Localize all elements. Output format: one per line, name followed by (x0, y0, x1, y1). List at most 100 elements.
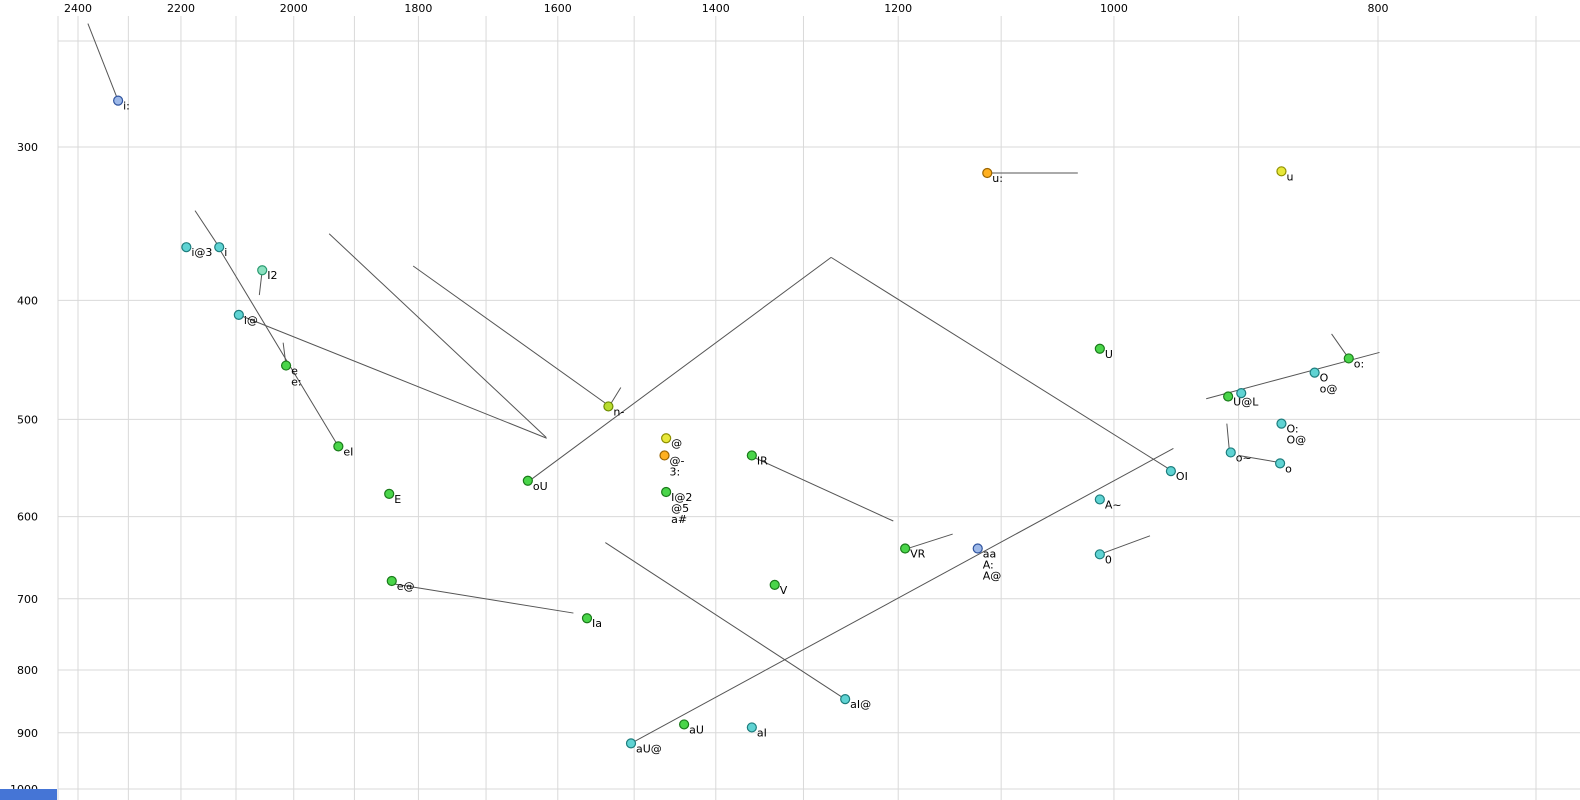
vowel-label: oU (533, 480, 548, 493)
trajectory-line (87, 23, 119, 101)
vowel-label: a# (671, 513, 687, 526)
vowel-point (603, 401, 614, 412)
vowel-point (1094, 494, 1105, 505)
y-tick-label: 300 (17, 141, 38, 154)
vowel-label: o~ (1236, 451, 1252, 464)
corner-marker (0, 789, 57, 800)
vowel-label: I@2 (671, 491, 692, 504)
vowel-point (257, 265, 268, 276)
trajectory-line (328, 233, 547, 438)
vowel-label: u: (992, 172, 1003, 185)
vowel-label: o: (1354, 357, 1364, 370)
vowel-label: V (780, 584, 788, 597)
vowel-label: e: (291, 376, 301, 389)
trajectory-line (218, 248, 339, 447)
vowel-point (659, 450, 670, 461)
vowel-label: i: (123, 100, 130, 113)
vowel-point (113, 95, 124, 106)
vowel-label: U (1105, 348, 1113, 361)
vowel-point (982, 167, 993, 179)
y-tick-label: 900 (17, 727, 38, 740)
vowel-label: @5 (671, 502, 689, 515)
vowel-point (840, 694, 851, 705)
vowel-point (181, 242, 192, 253)
x-tick-label: 1600 (544, 2, 572, 15)
vowel-label: o@ (1320, 383, 1338, 396)
vowel-label: e (291, 365, 298, 378)
vowel-label: eI (343, 445, 353, 458)
vowel-point (769, 579, 780, 590)
x-tick-label: 1400 (702, 2, 730, 15)
vowel-point (1223, 391, 1234, 402)
vowel-point (746, 722, 757, 733)
vowel-label: @- (670, 454, 685, 467)
vowel-point (1225, 447, 1236, 458)
vowel-label: A~ (1105, 498, 1122, 511)
y-tick-label: 500 (17, 413, 38, 426)
vowel-point (972, 543, 983, 554)
vowel-label: IR (757, 454, 768, 467)
vowel-label: n- (613, 405, 624, 418)
x-tick-label: 2400 (64, 2, 92, 15)
vowel-label: u (1286, 170, 1293, 183)
y-tick-label: 400 (17, 294, 38, 307)
vowel-point (384, 488, 395, 499)
trajectory-line (1238, 454, 1279, 463)
vowel-label: aI (757, 726, 767, 739)
vowel-point (661, 486, 672, 498)
vowel-label: 3: (670, 465, 681, 478)
trajectory-line (630, 447, 1174, 744)
vowel-label: aU (689, 723, 704, 736)
vowel-label: i@3 (191, 246, 212, 259)
vowel-label: e@ (397, 580, 415, 593)
vowel-label: I2 (267, 269, 277, 282)
x-tick-label: 2000 (280, 2, 308, 15)
vowel-label: O@ (1286, 434, 1306, 447)
trajectory-line (238, 314, 547, 439)
x-tick-label: 1800 (404, 2, 432, 15)
trajectory-line (1226, 423, 1230, 452)
vowel-point (1343, 353, 1354, 364)
vowel-point (1094, 549, 1105, 560)
vowel-point (280, 360, 292, 371)
vowel-point (900, 543, 911, 554)
vowel-point (1165, 466, 1177, 477)
trajectory-line (904, 533, 953, 550)
trajectory-line (605, 542, 846, 700)
x-tick-label: 2200 (167, 2, 195, 15)
vowel-label: A@ (983, 569, 1002, 582)
vowel-label: aa (983, 547, 996, 560)
vowel-label: U@L (1233, 395, 1259, 408)
vowel-label: 0 (1105, 553, 1112, 566)
trajectory-line (412, 265, 608, 405)
vowel-point (625, 738, 637, 749)
vowel-point (1309, 367, 1320, 378)
y-tick-label: 600 (17, 511, 38, 524)
trajectory-line (830, 256, 1172, 471)
vowel-label: O (1320, 372, 1329, 385)
vowel-point (333, 441, 344, 452)
vowel-point (1236, 388, 1247, 399)
vowel-label: OI (1176, 470, 1188, 483)
vowel-point (1274, 458, 1286, 469)
y-tick-label: 700 (17, 593, 38, 606)
vowel-point (581, 613, 593, 624)
trajectory-line (1099, 535, 1151, 555)
vowel-point (679, 719, 690, 730)
vowel-label: A: (983, 558, 994, 571)
vowel-point (386, 575, 397, 587)
vowel-label: E (394, 493, 401, 506)
vowel-label: O: (1286, 423, 1298, 436)
vowel-point (214, 242, 225, 253)
trajectory-line (530, 256, 832, 481)
trajectory-line (751, 455, 894, 522)
vowel-label: aU@ (636, 742, 662, 755)
vowel-point (1094, 343, 1105, 354)
vowel-label: aI@ (850, 698, 871, 711)
vowel-label: VR (910, 547, 926, 560)
vowel-label: Ia (592, 617, 602, 630)
vowel-label: o (1285, 462, 1292, 475)
vowel-point (1276, 418, 1287, 429)
